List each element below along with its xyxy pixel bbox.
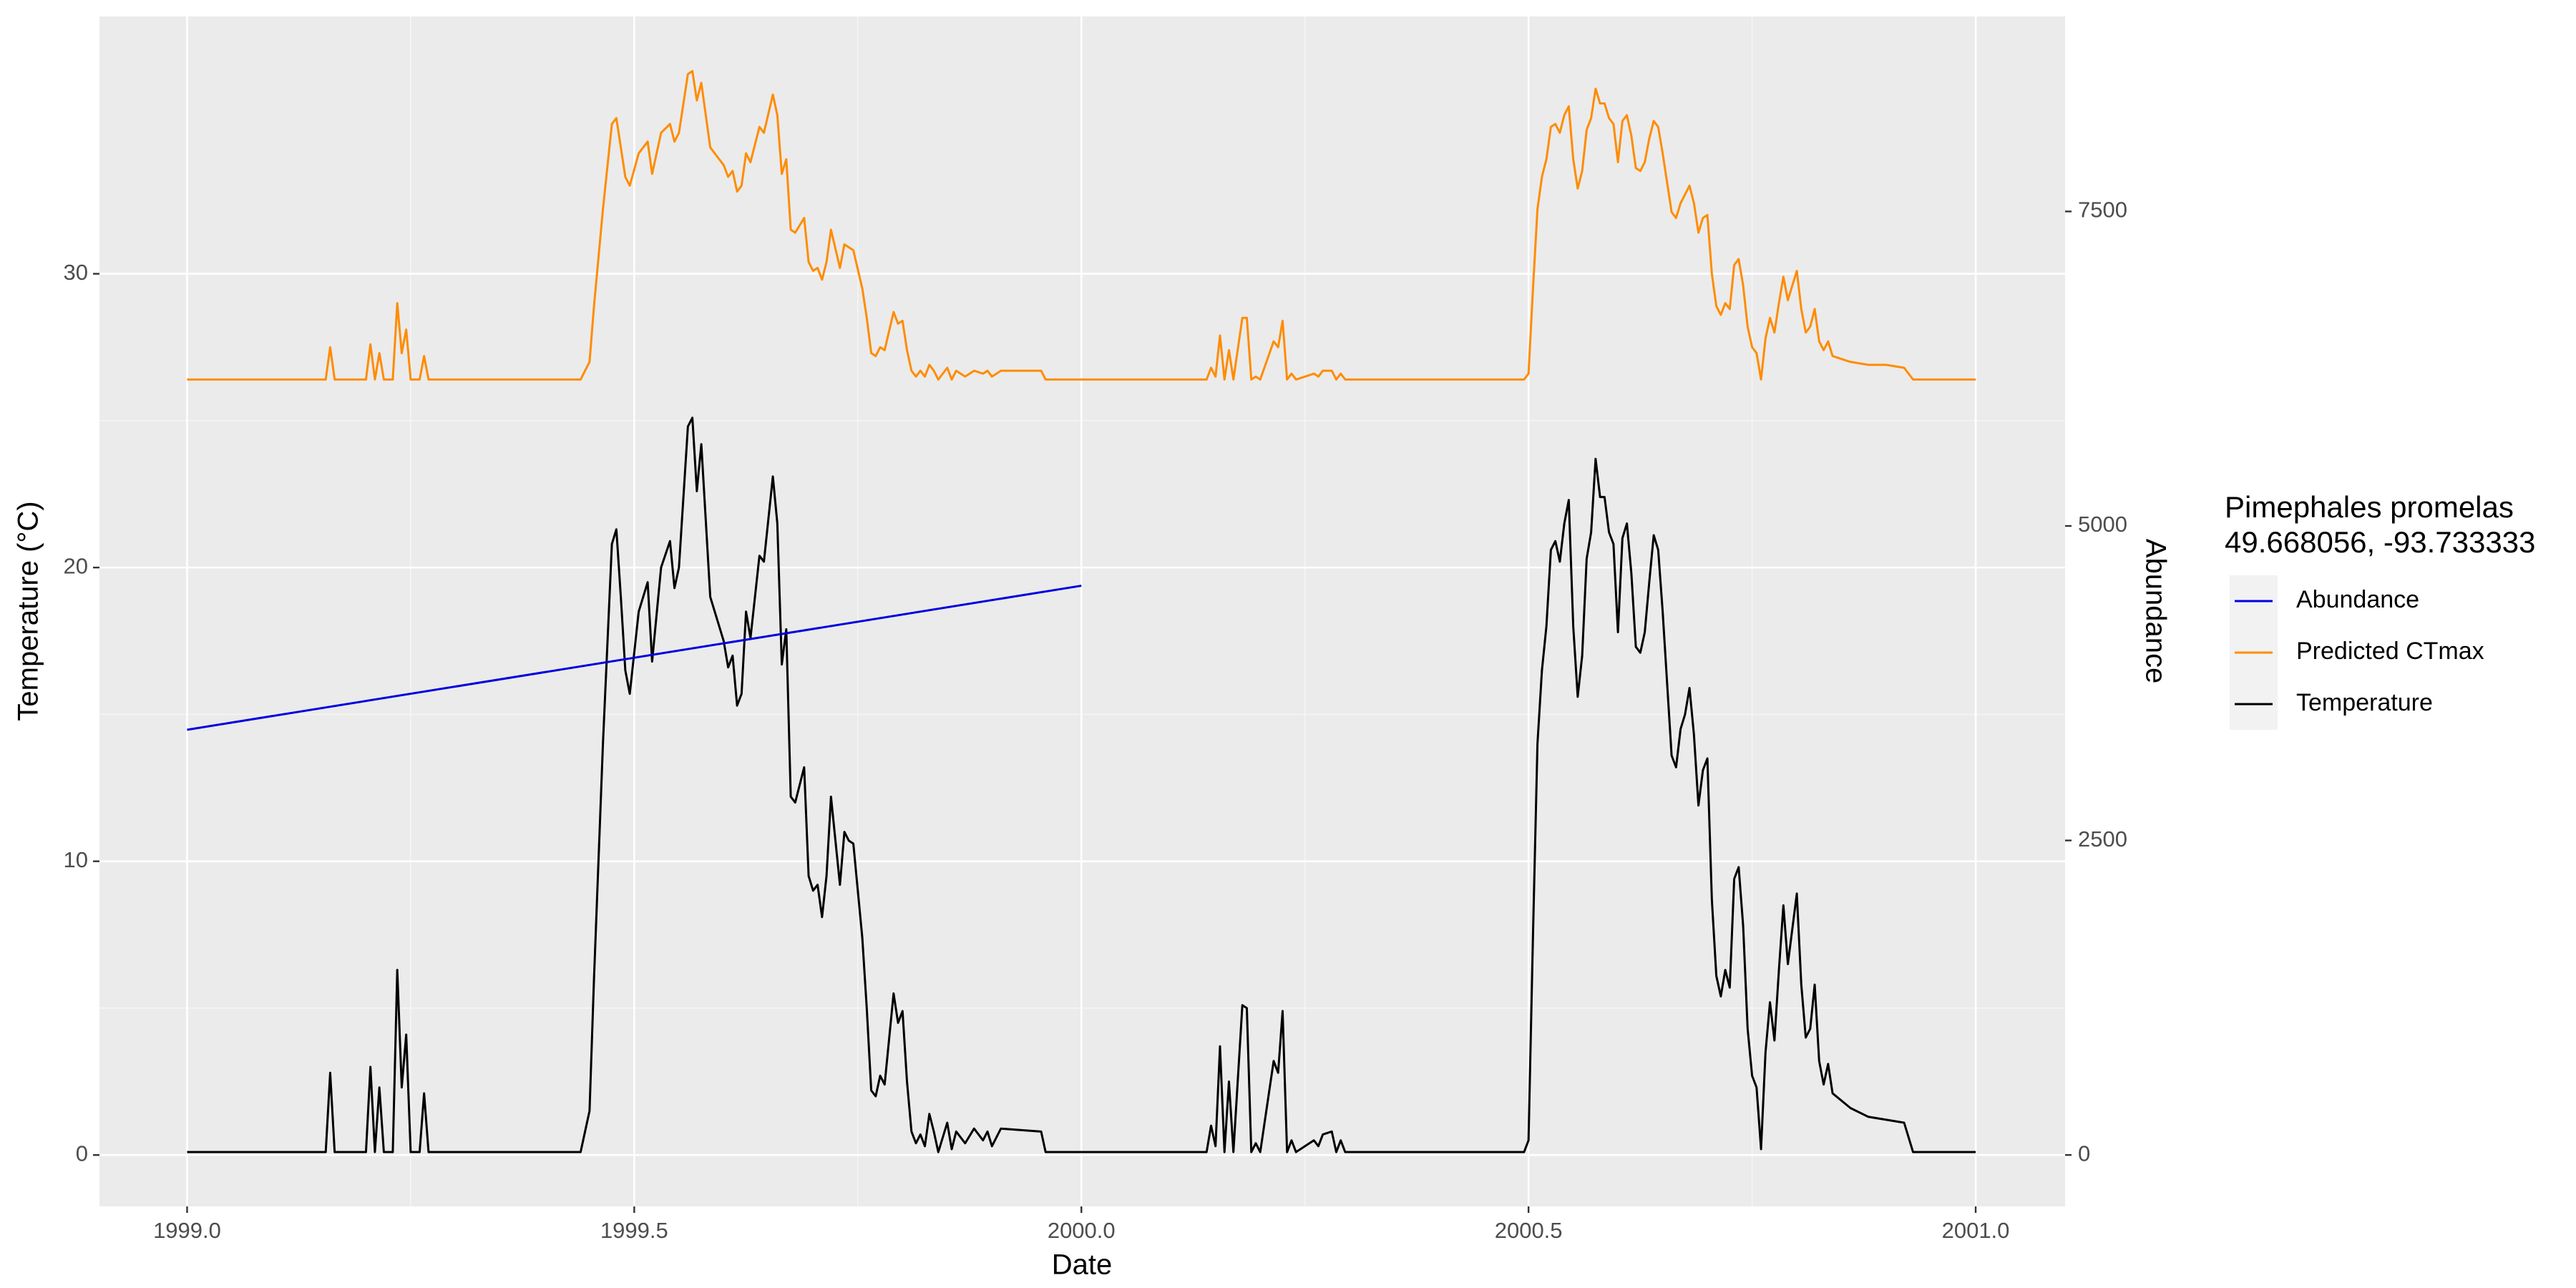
series-line <box>187 69 1976 381</box>
legend-label: Temperature <box>2296 689 2433 716</box>
legend-title: Pimephales promelas <box>2225 490 2514 524</box>
y2-tick-label: 2500 <box>2078 826 2127 852</box>
y-tick-label: 10 <box>64 847 88 872</box>
y-tick-label: 20 <box>64 553 88 578</box>
y-axis-title: Temperature (°C) <box>13 501 44 721</box>
series-line <box>187 416 1976 1153</box>
legend-title: 49.668056, -93.733333 <box>2225 525 2535 559</box>
y2-tick-label: 7500 <box>2078 197 2127 223</box>
y2-axis-title: Abundance <box>2140 539 2171 683</box>
legend-label: Abundance <box>2296 586 2419 613</box>
x-tick-label: 2001.0 <box>1942 1218 2010 1243</box>
x-tick-label: 2000.0 <box>1048 1218 1116 1243</box>
x-tick-label: 1999.5 <box>600 1218 668 1243</box>
y-tick-label: 0 <box>76 1141 88 1166</box>
series-line <box>187 585 1082 731</box>
legend-label: Predicted CTmax <box>2296 638 2484 665</box>
x-axis-title: Date <box>1052 1249 1113 1281</box>
x-tick-label: 1999.0 <box>153 1218 221 1243</box>
y-tick-label: 30 <box>64 260 88 285</box>
x-tick-label: 2000.5 <box>1495 1218 1563 1243</box>
y2-tick-label: 5000 <box>2078 512 2127 537</box>
y2-tick-label: 0 <box>2078 1141 2090 1166</box>
